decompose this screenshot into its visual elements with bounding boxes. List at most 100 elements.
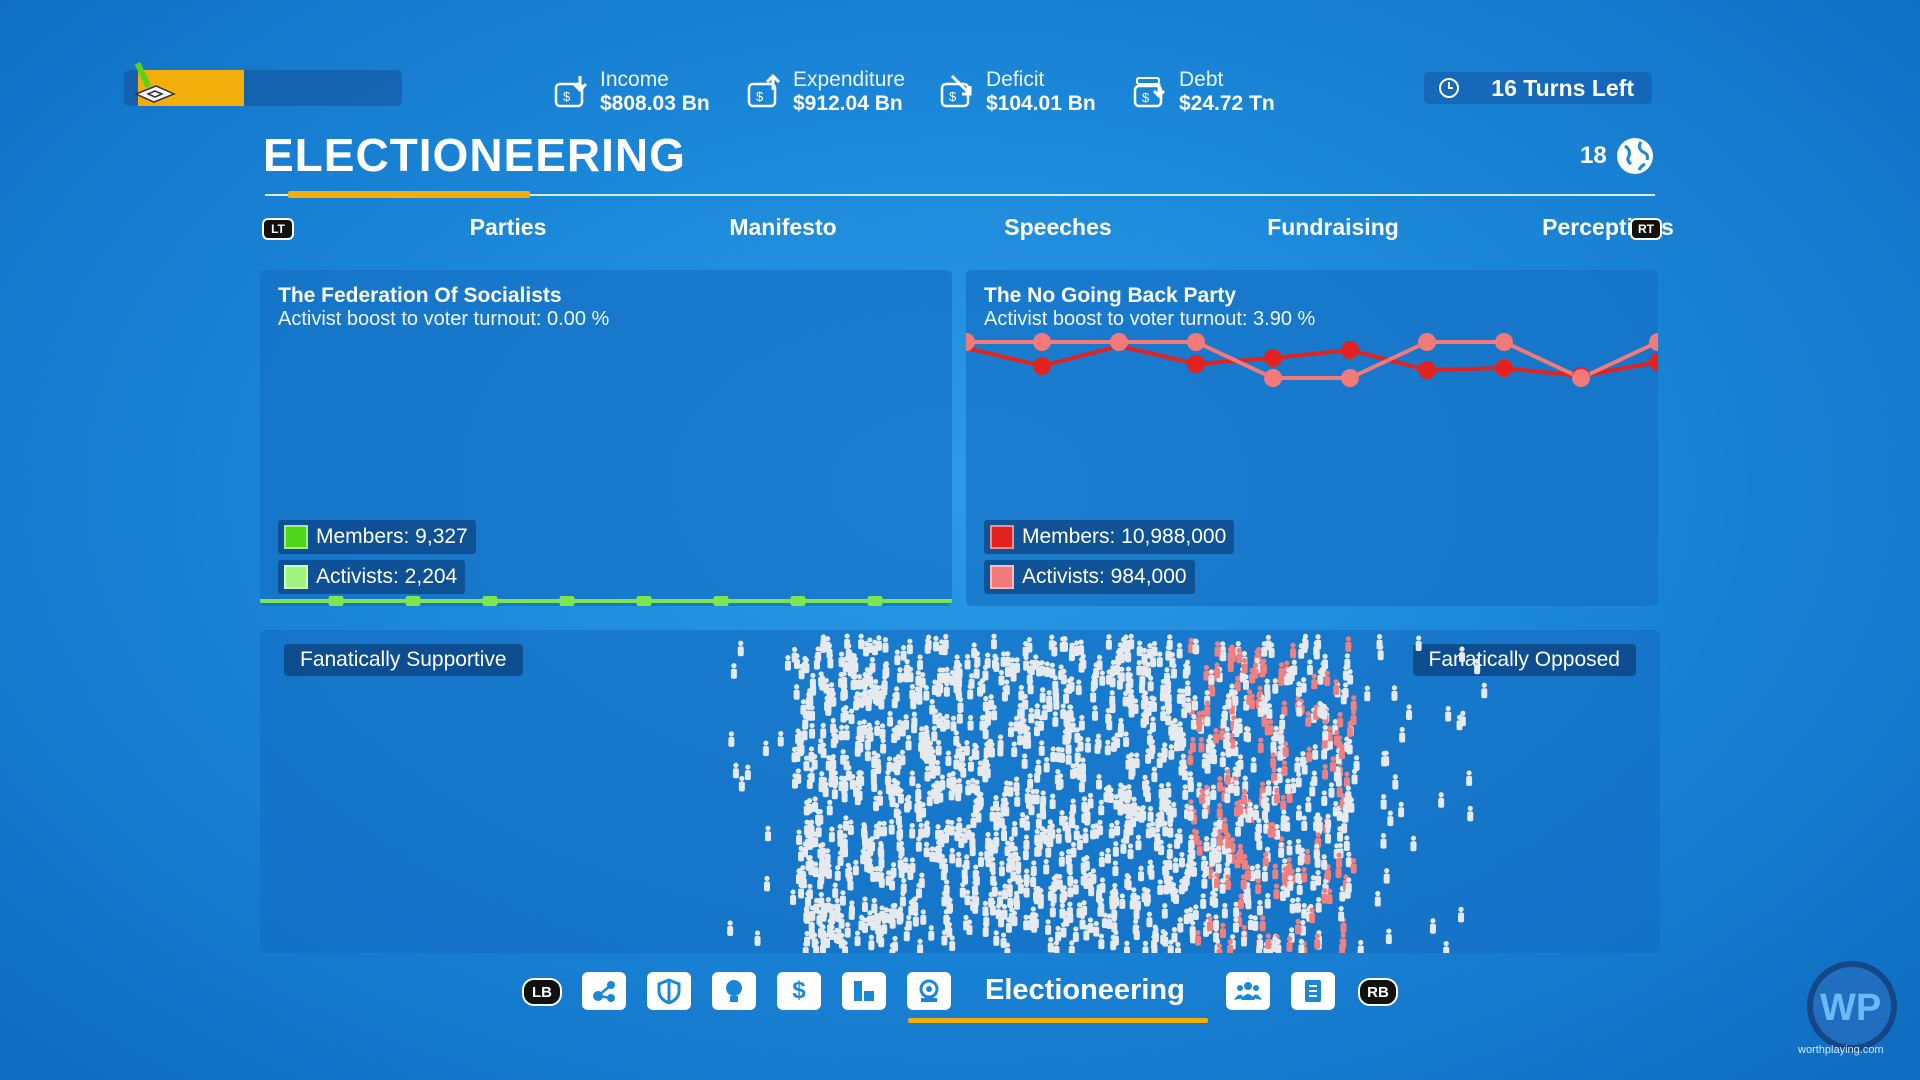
tab-manifesto[interactable]: Manifesto: [729, 214, 837, 240]
turns-left-badge: 16 Turns Left: [1424, 72, 1652, 104]
income-stat[interactable]: $ Income $808.03 Bn: [552, 66, 710, 118]
voter-figure: [916, 689, 923, 705]
voter-figure: [1280, 794, 1287, 811]
network-button[interactable]: [582, 972, 626, 1010]
voter-figure: [1008, 907, 1015, 923]
voter-figure: [971, 742, 978, 759]
electioneering-button[interactable]: [907, 972, 951, 1010]
voter-figure: [1147, 859, 1154, 876]
voter-figure: [1138, 677, 1145, 694]
voter-figure: [1043, 858, 1050, 875]
voter-figure: [920, 909, 927, 925]
tab-perceptions[interactable]: Perceptions: [1542, 214, 1674, 240]
voter-figure: [1028, 707, 1035, 724]
party-trend-line: [260, 596, 952, 606]
rt-button-hint[interactable]: RT: [1630, 218, 1662, 240]
voter-figure: [1001, 824, 1008, 841]
documents-button[interactable]: [1291, 972, 1335, 1010]
voter-figure: [1070, 841, 1077, 858]
deficit-value: $104.01 Bn: [986, 92, 1096, 115]
voter-figure: [843, 724, 850, 741]
voter-figure: [883, 661, 890, 677]
voter-figure: [1212, 821, 1219, 838]
voter-figure: [1246, 689, 1253, 705]
voter-figure: [1225, 874, 1232, 890]
voter-figure: [845, 765, 852, 781]
voter-figure: [1266, 703, 1273, 719]
statistics-button[interactable]: [842, 972, 886, 1010]
voter-figure: [1445, 705, 1452, 722]
voter-figure: [1060, 921, 1067, 938]
voter-figure: [1118, 666, 1125, 683]
voter-figure: [1035, 759, 1042, 776]
voter-figure: [873, 823, 880, 840]
lb-button-hint[interactable]: LB: [522, 978, 562, 1006]
policies-button[interactable]: [647, 972, 691, 1010]
voter-figure: [1054, 769, 1061, 785]
voter-figure: [1348, 797, 1355, 813]
voter-figure: [1163, 864, 1170, 881]
voter-figure: [1338, 905, 1345, 922]
voter-figure: [856, 673, 863, 690]
voter-figure: [1213, 727, 1220, 744]
voter-figure: [993, 930, 1000, 946]
voter-figure: [1059, 747, 1066, 763]
voter-figure: [1282, 741, 1289, 757]
voter-figure: [989, 806, 996, 822]
documents-icon: [1305, 980, 1321, 1002]
voter-figure: [1109, 894, 1116, 910]
worthplaying-logo: WP: [1807, 961, 1897, 1051]
voter-figure: [1284, 778, 1291, 794]
tab-parties[interactable]: Parties: [469, 214, 547, 240]
voter-figure: [1160, 705, 1167, 722]
voter-spectrum-panel[interactable]: Fanatically Supportive Fanatically Oppos…: [260, 630, 1660, 953]
rb-button-hint[interactable]: RB: [1358, 978, 1398, 1006]
voter-figure: [790, 889, 797, 906]
voter-figure: [852, 656, 859, 673]
voter-figure: [1045, 842, 1052, 858]
voter-figure: [1267, 719, 1274, 735]
voter-figure: [956, 817, 963, 833]
voter-figure: [1269, 822, 1276, 838]
voter-figure: [1306, 659, 1313, 675]
deficit-stat[interactable]: $ Deficit $104.01 Bn: [938, 66, 1096, 118]
voter-figure: [858, 914, 865, 931]
lt-button-hint[interactable]: LT: [262, 218, 294, 240]
stats-icon: [854, 981, 874, 1001]
voter-figure: [970, 812, 977, 829]
party-panel-no-going-back[interactable]: The No Going Back Party Activist boost t…: [966, 270, 1658, 606]
voter-figure: [1264, 892, 1271, 909]
tab-speeches[interactable]: Speeches: [1004, 214, 1112, 240]
voter-figure: [1001, 685, 1008, 702]
voter-figure: [1099, 877, 1106, 894]
party-name: The No Going Back Party: [984, 284, 1237, 307]
budget-button[interactable]: $: [777, 972, 821, 1010]
voter-figure: [1343, 835, 1350, 851]
voter-figure: [1060, 668, 1067, 685]
voter-figure: [928, 925, 935, 941]
voter-figure: [821, 933, 828, 949]
expenditure-stat[interactable]: $ Expenditure $912.04 Bn: [745, 66, 905, 118]
voter-figure: [1059, 810, 1066, 826]
voter-figure: [949, 847, 956, 864]
voter-figure: [1198, 736, 1205, 753]
voter-figure: [1151, 696, 1158, 712]
debt-stat[interactable]: $ Debt $24.72 Tn: [1131, 66, 1275, 118]
party-panel-federation-of-socialists[interactable]: The Federation Of Socialists Activist bo…: [260, 270, 952, 606]
ideas-button[interactable]: [712, 972, 756, 1010]
world-events-button[interactable]: 18: [1580, 136, 1655, 176]
voter-figure: [923, 822, 930, 838]
voter-figure: [808, 746, 815, 762]
ballot-icon: [134, 61, 176, 103]
voter-figure: [1017, 729, 1024, 746]
voter-figure: [965, 779, 972, 796]
voter-figure: [1387, 810, 1394, 827]
voters-button[interactable]: [1226, 972, 1270, 1010]
voter-figure: [1196, 711, 1203, 727]
voter-figure: [982, 664, 989, 681]
voter-figure: [1078, 714, 1085, 731]
voter-figure: [1039, 797, 1046, 814]
tab-fundraising[interactable]: Fundraising: [1267, 214, 1399, 240]
voter-figure: [1087, 917, 1094, 934]
voter-figure: [864, 745, 871, 762]
